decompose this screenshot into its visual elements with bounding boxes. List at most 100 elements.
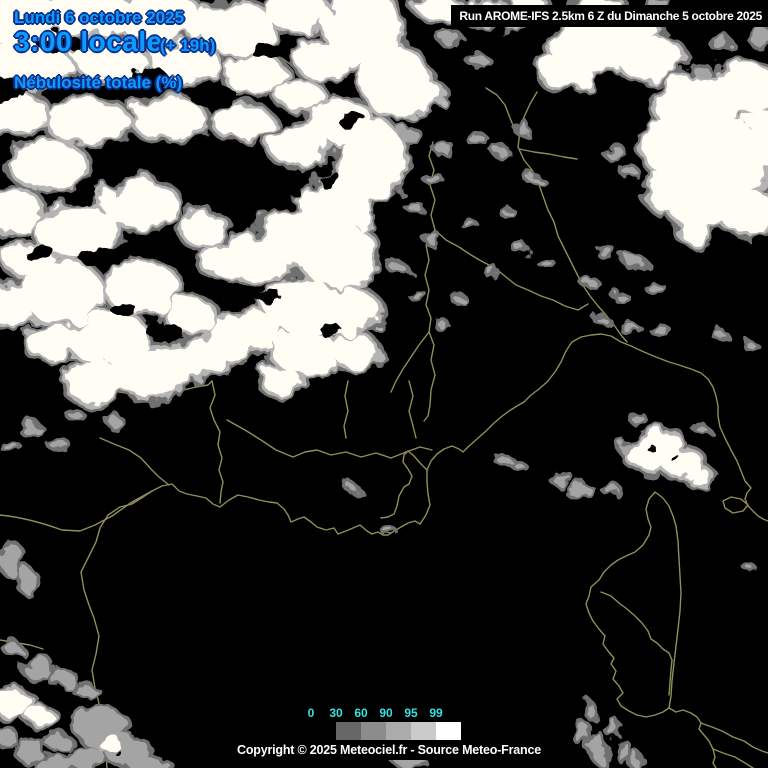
cloud-blob-gray [632, 415, 644, 423]
cloud-hole [22, 244, 54, 260]
model-run-info: Run AROME-IFS 2.5km 6 Z du Dimanche 5 oc… [451, 5, 768, 27]
cloud-hole [38, 33, 82, 55]
forecast-offset-label: (+ 19h) [160, 36, 216, 55]
border-path [600, 591, 673, 696]
cloud-blob [197, 2, 273, 54]
cloud-blob-gray [568, 489, 580, 495]
cloud-blob [166, 299, 214, 331]
cloud-blob-gray [515, 245, 525, 251]
cloud-blob-gray [584, 279, 596, 287]
cloud-blob [318, 288, 378, 336]
cloud-blob [646, 174, 690, 210]
cloud-blob-gray [513, 463, 523, 467]
cloud-blob-gray [442, 34, 462, 46]
cloud-hole [80, 248, 120, 268]
cloud-blob-gray [592, 734, 604, 762]
cloud-blob-gray [414, 295, 426, 301]
cloud-blob-gray [469, 55, 487, 65]
cloud-blob [68, 312, 148, 364]
cloud-blob-gray [605, 146, 623, 158]
cloud-blob-gray [108, 418, 122, 426]
cloud-blob [183, 214, 227, 246]
cloud-blob-gray [609, 719, 617, 737]
cloud-blob [225, 57, 285, 93]
cloud-blob [333, 337, 377, 367]
cloud-blob [720, 190, 768, 234]
cloud-blob [48, 100, 128, 144]
cloud-hole [650, 449, 660, 455]
cloud-blob-gray [0, 542, 21, 574]
cloud-hole [0, 76, 26, 104]
copyright-notice: Copyright © 2025 Meteociel.fr - Source M… [229, 740, 549, 760]
legend-color-box [436, 722, 461, 741]
cloud-blob-gray [130, 758, 170, 768]
cloud-blob-gray [617, 295, 627, 301]
cloud-blob [273, 330, 337, 374]
cloud-hole [376, 209, 400, 241]
cloud-blob [418, 0, 462, 18]
legend-color-box [411, 722, 436, 741]
cloud-blob-gray [75, 687, 97, 695]
cloud-blob-gray [7, 645, 21, 655]
legend-value: 99 [429, 706, 443, 720]
legend-value: 60 [354, 706, 368, 720]
cloud-blob [713, 62, 768, 114]
cloud-hole [256, 291, 284, 305]
cloud-blob-gray [633, 754, 641, 768]
cloud-blob-gray [470, 136, 486, 144]
cloud-blob-gray [619, 742, 629, 762]
cloud-blob [270, 125, 330, 165]
cloud-blob-gray [425, 234, 439, 242]
cloud-blob-gray [499, 459, 513, 465]
cloud-blob [263, 370, 303, 394]
border-path [423, 141, 436, 422]
cloud-hole [318, 324, 342, 336]
legend-color-box [311, 722, 336, 741]
cloud-blob-gray [35, 758, 85, 768]
cloud-blob [0, 188, 40, 232]
border-path [434, 229, 589, 311]
cloud-blob-gray [744, 563, 750, 567]
cloud-blob-gray [750, 30, 768, 46]
cloud-blob [0, 691, 32, 717]
cloud-hole [188, 83, 236, 107]
cloud-blob-gray [695, 425, 705, 431]
border-path [518, 148, 578, 160]
cloud-blob-gray [553, 476, 567, 484]
cloud-blob-gray [605, 486, 619, 494]
cloud-hole [69, 187, 101, 203]
cloud-blob-gray [587, 703, 593, 717]
cloud-blob-gray [0, 727, 14, 743]
border-path [485, 87, 516, 131]
cloud-blob [689, 469, 711, 485]
cloud-blob-gray [348, 486, 356, 490]
cloud-blob [98, 736, 122, 750]
cloud-blob-gray [17, 569, 35, 591]
border-path [343, 380, 349, 439]
legend-color-box [336, 722, 361, 741]
cloud-blob-gray [496, 149, 508, 157]
legend-value: 0 [307, 706, 315, 720]
cloud-blob [74, 38, 146, 78]
cloud-blob-gray [692, 65, 708, 75]
cloud-blob [618, 36, 682, 80]
cloud-blob-gray [515, 124, 529, 132]
border-path [712, 748, 754, 768]
cloud-blob [228, 238, 288, 278]
cloud-hole [147, 323, 183, 341]
cloud-blob [214, 106, 270, 138]
cloud-blob [278, 81, 322, 109]
cloud-hole [317, 173, 343, 187]
cloud-blob-gray [540, 259, 550, 265]
cloud-blob-gray [529, 177, 541, 183]
cloud-blob [10, 143, 86, 187]
border-path [668, 707, 717, 768]
cloud-blob [340, 120, 404, 200]
cloud-blob [268, 0, 328, 32]
cloud-blob [110, 348, 190, 396]
border-path [99, 437, 170, 486]
cloud-blob [65, 362, 125, 402]
cloud-blob-gray [383, 528, 393, 532]
